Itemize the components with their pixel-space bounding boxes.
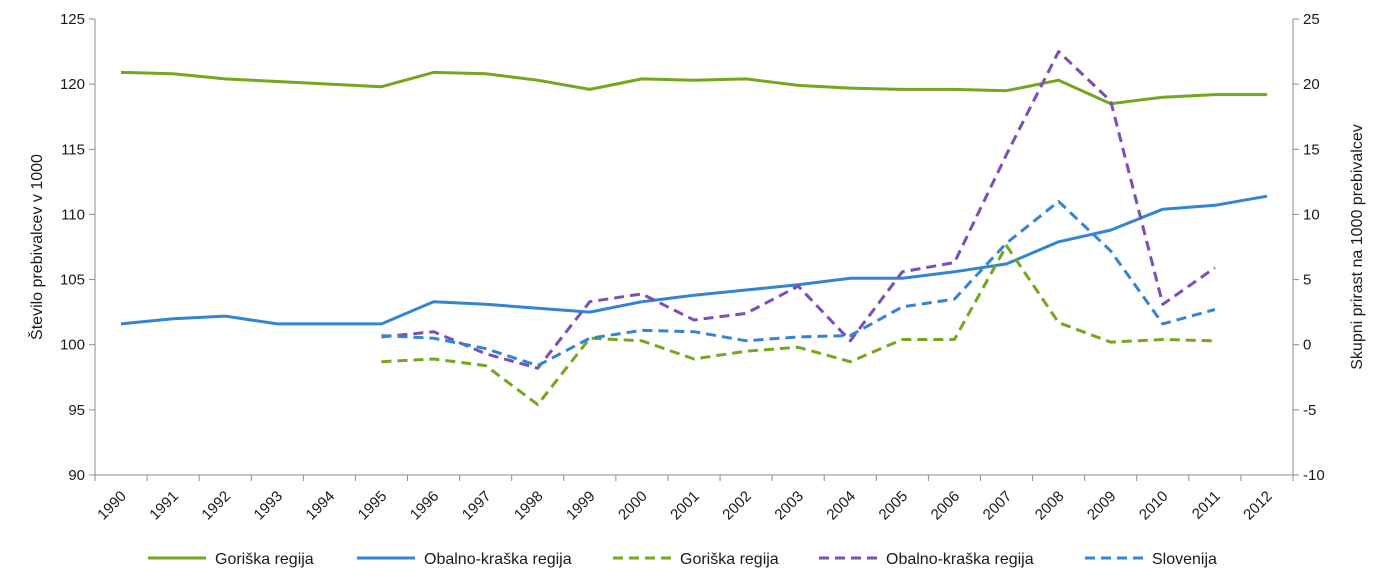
series-line-4 [381,50,1216,370]
right-y-tick-label: 20 [1303,76,1320,93]
left-y-axis-title: Število prebivalcev v 1000 [27,154,46,340]
right-y-axis-title: Skupni prirast na 1000 prebivalcev [1349,124,1366,369]
x-tick-label: 2001 [667,488,703,524]
axes [94,19,1294,476]
x-tick-label: 2011 [1189,488,1224,523]
x-tick-label: 1996 [407,488,443,524]
right-y-tick-label: -10 [1303,467,1325,484]
x-tick-label: 1993 [251,488,287,524]
x-tick-label: 1991 [146,488,182,524]
x-tick-label: 2006 [928,488,964,524]
x-axis-ticks: 1990 1991 1992 1993 1994 1995 1996 1997 1998 1999… [94,475,1294,524]
series-line-1 [120,70,1267,106]
x-tick-label: 1992 [198,488,234,524]
legend-label: Obalno-kraška regija [886,551,1034,568]
legend-label: Goriška regija [215,551,314,568]
legend: Goriška regija Obalno-kraška regija Gorišk… [148,551,1217,568]
x-tick-label: 1998 [511,488,547,524]
x-tick-label: 2007 [980,488,1016,524]
left-y-tick-label: 125 [60,11,85,28]
right-y-tick-label: -5 [1303,402,1316,419]
legend-label: Slovenija [1152,551,1217,568]
x-tick-label: 2004 [823,488,859,524]
right-y-tick-label: 10 [1303,206,1320,223]
left-y-tick-label: 100 [60,337,85,354]
x-tick-label: 2003 [771,488,807,524]
x-tick-label: 2012 [1240,488,1276,524]
x-tick-label: 1997 [459,488,495,524]
series-line-3 [381,244,1215,407]
series-line-5 [381,199,1216,368]
left-y-tick-label: 120 [60,76,85,93]
left-y-tick-label: 95 [68,402,85,419]
x-tick-label: 2008 [1032,488,1068,524]
x-tick-label: 2002 [719,488,755,524]
left-y-tick-label: 90 [68,467,85,484]
x-tick-label: 1990 [94,488,130,524]
left-y-tick-label: 105 [60,272,85,289]
x-tick-label: 2010 [1136,488,1172,524]
right-y-tick-label: 0 [1303,337,1311,354]
x-tick-label: 1999 [563,488,599,524]
x-tick-label: 1994 [303,488,339,524]
legend-label: Obalno-kraška regija [424,551,572,568]
left-y-axis-ticks: 90 95 100 105 110 115 120 125 [60,11,95,484]
right-y-tick-label: 5 [1303,272,1311,289]
left-y-tick-label: 115 [61,141,85,158]
series-line-2 [120,194,1268,326]
x-tick-label: 2005 [876,488,912,524]
series-layer [120,50,1268,407]
x-tick-label: 2000 [615,488,651,524]
right-y-tick-label: 25 [1303,11,1320,28]
legend-label: Goriška regija [680,551,779,568]
right-y-tick-label: 15 [1303,141,1320,158]
left-y-tick-label: 110 [61,206,85,223]
x-tick-label: 1995 [355,488,391,524]
x-tick-label: 2009 [1084,488,1120,524]
right-y-axis-ticks: -10 -5 0 5 10 15 20 25 [1293,11,1325,484]
